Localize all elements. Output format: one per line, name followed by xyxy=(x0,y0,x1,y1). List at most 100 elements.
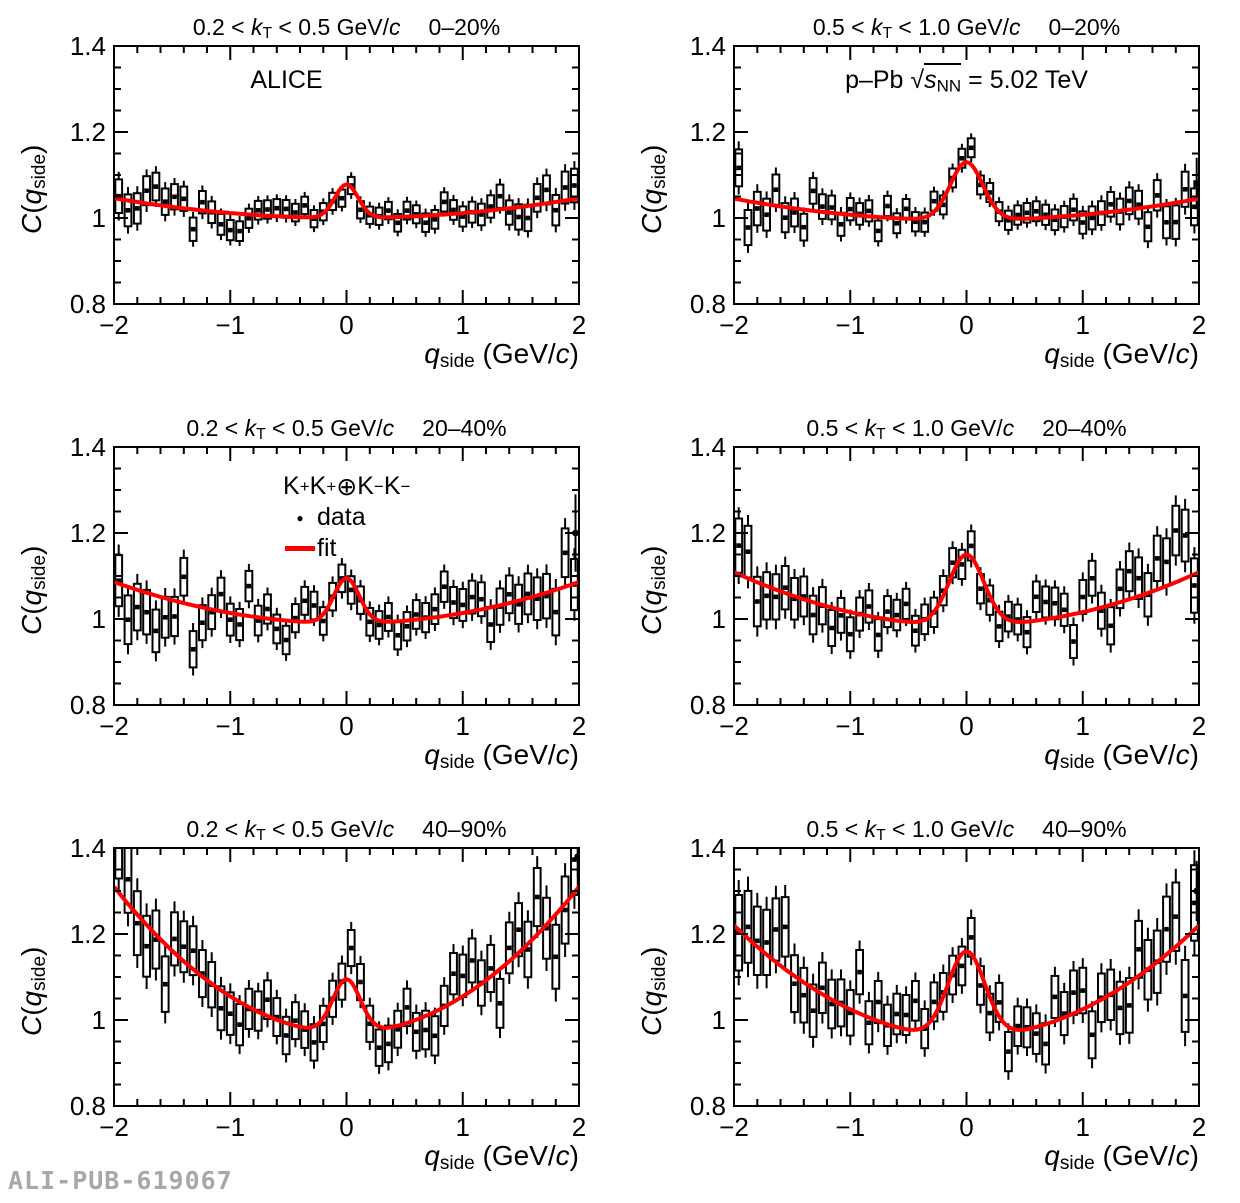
svg-text:−2: −2 xyxy=(99,310,129,340)
svg-text:1: 1 xyxy=(1076,1112,1090,1142)
svg-text:1: 1 xyxy=(92,604,106,634)
svg-text:1.2: 1.2 xyxy=(690,117,726,147)
edge-data-point xyxy=(574,849,578,879)
y-axis-label: C(qside) xyxy=(16,545,50,635)
svg-text:1: 1 xyxy=(1076,310,1090,340)
svg-text:1: 1 xyxy=(92,203,106,233)
centrality-label: 40–90% xyxy=(1042,816,1127,842)
svg-text:1.2: 1.2 xyxy=(70,518,106,548)
svg-text:1: 1 xyxy=(456,310,470,340)
svg-text:1.4: 1.4 xyxy=(70,432,106,462)
tick-labels: −2 −1 0 1 2 0.8 1 1.2 1.4 xyxy=(70,432,586,741)
svg-text:1.4: 1.4 xyxy=(690,432,726,462)
collision-system-label: p–Pb √sNN = 5.02 TeV xyxy=(734,63,1199,97)
svg-text:1.2: 1.2 xyxy=(690,518,726,548)
tick-labels: −2 −1 0 1 2 0.8 1 1.2 1.4 xyxy=(70,833,586,1142)
data-series xyxy=(735,133,1198,253)
svg-text:2: 2 xyxy=(572,310,586,340)
legend-data-entry: ● data xyxy=(296,503,366,531)
panel-title: 0.5 < kT < 1.0 GeV/c 0–20% xyxy=(812,14,1121,43)
panel-title: 0.5 < kT < 1.0 GeV/c 20–40% xyxy=(806,415,1127,444)
panel-kt05-10-cent00-20: −2 −1 0 1 2 0.8 1 1.2 1.4 0.5 < kT < 1.0 GeV/c 0–2… xyxy=(620,0,1240,401)
svg-text:1: 1 xyxy=(92,1005,106,1035)
panel-kt05-10-cent20-40: −2 −1 0 1 2 0.8 1 1.2 1.4 0.5 < kT < 1.0 GeV/c 20–… xyxy=(620,401,1240,802)
svg-text:−2: −2 xyxy=(719,711,749,741)
y-axis-label: C(qside) xyxy=(636,144,670,234)
svg-text:−1: −1 xyxy=(215,310,245,340)
plot-canvas: −2 −1 0 1 2 0.8 1 1.2 1.4 xyxy=(690,833,1206,1142)
svg-text:0: 0 xyxy=(339,711,353,741)
fit-curve xyxy=(115,182,578,220)
svg-text:1: 1 xyxy=(1076,711,1090,741)
panel-kt02-05-cent40-90: −2 −1 0 1 2 0.8 1 1.2 1.4 0.2 < kT < 0.5 GeV/c 40–… xyxy=(0,802,620,1203)
x-axis-label: qside (GeV/c) xyxy=(1044,338,1199,372)
y-axis-label: C(qside) xyxy=(636,545,670,635)
centrality-label: 40–90% xyxy=(422,816,507,842)
tick-labels: −2 −1 0 1 2 0.8 1 1.2 1.4 xyxy=(70,31,586,340)
svg-text:1: 1 xyxy=(456,1112,470,1142)
axis-frame xyxy=(733,45,1200,305)
svg-text:0.8: 0.8 xyxy=(70,1091,106,1121)
tick-labels: −2 −1 0 1 2 0.8 1 1.2 1.4 xyxy=(690,833,1206,1142)
panel-kt02-05-cent20-40: −2 −1 0 1 2 0.8 1 1.2 1.4 0.2 < kT < 0.5 GeV/c 20–… xyxy=(0,401,620,802)
svg-text:−2: −2 xyxy=(719,1112,749,1142)
fit-curve xyxy=(735,160,1198,221)
svg-text:0.8: 0.8 xyxy=(690,1091,726,1121)
x-axis-label: qside (GeV/c) xyxy=(424,739,579,773)
svg-text:−2: −2 xyxy=(99,1112,129,1142)
svg-text:2: 2 xyxy=(1192,711,1206,741)
centrality-label: 0–20% xyxy=(428,14,501,40)
plot-canvas: −2 −1 0 1 2 0.8 1 1.2 1.4 xyxy=(70,833,586,1142)
svg-text:−1: −1 xyxy=(835,310,865,340)
svg-text:1: 1 xyxy=(712,203,726,233)
svg-text:2: 2 xyxy=(572,1112,586,1142)
svg-text:1.2: 1.2 xyxy=(70,117,106,147)
x-axis-label: qside (GeV/c) xyxy=(1044,1140,1199,1174)
y-axis-label: C(qside) xyxy=(16,946,50,1036)
x-axis-label: qside (GeV/c) xyxy=(424,1140,579,1174)
axis-frame xyxy=(733,446,1200,706)
plot-canvas: −2 −1 0 1 2 0.8 1 1.2 1.4 xyxy=(70,31,586,340)
svg-text:0.8: 0.8 xyxy=(690,690,726,720)
sqrt-icon: √ xyxy=(910,66,925,94)
svg-text:0: 0 xyxy=(959,711,973,741)
svg-text:1.4: 1.4 xyxy=(690,833,726,863)
fit-curve xyxy=(115,576,578,624)
watermark: ALI-PUB-619067 xyxy=(8,1166,233,1195)
tick-labels: −2 −1 0 1 2 0.8 1 1.2 1.4 xyxy=(690,432,1206,741)
svg-text:2: 2 xyxy=(1192,1112,1206,1142)
panel-title: 0.5 < kT < 1.0 GeV/c 40–90% xyxy=(806,816,1127,845)
legend-pair-label: K + K + ⊕ K − K − xyxy=(283,472,411,501)
fit-curve xyxy=(735,923,1198,1032)
legend-fit-entry: fit xyxy=(283,533,410,564)
svg-text:1.4: 1.4 xyxy=(70,833,106,863)
svg-text:1.2: 1.2 xyxy=(690,919,726,949)
svg-text:0: 0 xyxy=(959,310,973,340)
y-axis-label: C(qside) xyxy=(636,946,670,1036)
axis-frame xyxy=(113,45,580,305)
panel-title: 0.2 < kT < 0.5 GeV/c 20–40% xyxy=(186,415,507,444)
svg-text:2: 2 xyxy=(572,711,586,741)
x-axis-label: qside (GeV/c) xyxy=(424,338,579,372)
data-series xyxy=(115,849,578,1074)
data-marker-icon: ● xyxy=(296,510,304,525)
plot-canvas: −2 −1 0 1 2 0.8 1 1.2 1.4 xyxy=(690,432,1206,741)
svg-text:1.2: 1.2 xyxy=(70,919,106,949)
svg-text:0: 0 xyxy=(339,310,353,340)
y-axis-label: C(qside) xyxy=(16,144,50,234)
panel-kt02-05-cent00-20: −2 −1 0 1 2 0.8 1 1.2 1.4 0.2 < kT < 0.5 GeV/c 0–2… xyxy=(0,0,620,401)
tick-labels: −2 −1 0 1 2 0.8 1 1.2 1.4 xyxy=(690,31,1206,340)
fit-curve xyxy=(735,552,1198,624)
svg-text:−1: −1 xyxy=(835,711,865,741)
legend: K + K + ⊕ K − K − ● data fit xyxy=(283,471,410,564)
plot-canvas: −2 −1 0 1 2 0.8 1 1.2 1.4 xyxy=(70,432,586,741)
alice-label: ALICE xyxy=(250,66,323,94)
fit-line-icon xyxy=(285,546,315,551)
centrality-label: 20–40% xyxy=(1042,415,1127,441)
panel-title: 0.2 < kT < 0.5 GeV/c 40–90% xyxy=(186,816,507,845)
svg-text:1: 1 xyxy=(712,1005,726,1035)
plot-canvas: −2 −1 0 1 2 0.8 1 1.2 1.4 xyxy=(690,31,1206,340)
svg-text:0: 0 xyxy=(959,1112,973,1142)
x-axis-label: qside (GeV/c) xyxy=(1044,739,1199,773)
